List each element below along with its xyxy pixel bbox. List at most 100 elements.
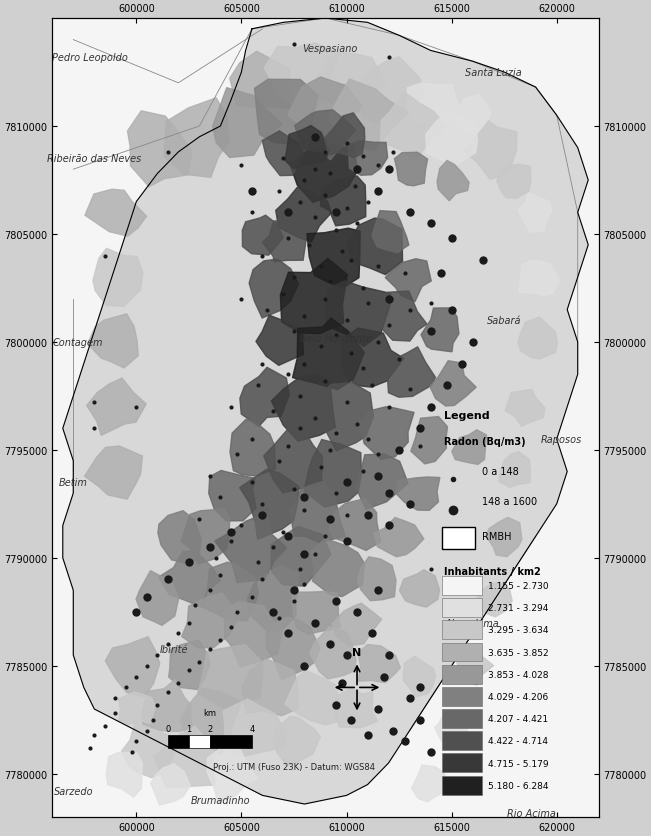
Polygon shape	[292, 319, 365, 390]
Polygon shape	[348, 141, 387, 176]
Polygon shape	[332, 604, 381, 646]
Polygon shape	[497, 165, 531, 199]
Polygon shape	[326, 282, 391, 347]
Polygon shape	[395, 153, 428, 186]
Polygon shape	[355, 454, 408, 510]
Text: Sabará: Sabará	[487, 316, 521, 326]
Text: 3.295 - 3.634: 3.295 - 3.634	[488, 625, 549, 635]
Polygon shape	[333, 688, 378, 728]
Polygon shape	[381, 93, 446, 162]
Polygon shape	[255, 80, 318, 145]
Bar	[442, 620, 482, 640]
Bar	[442, 687, 482, 706]
Polygon shape	[164, 99, 229, 178]
Text: 4.715 - 5.179: 4.715 - 5.179	[488, 758, 549, 767]
Polygon shape	[307, 229, 360, 288]
Polygon shape	[223, 699, 286, 757]
Polygon shape	[248, 566, 299, 632]
Polygon shape	[93, 249, 143, 307]
Polygon shape	[387, 347, 436, 398]
Text: Ibirité: Ibirité	[160, 644, 188, 654]
Text: RMBH: RMBH	[482, 532, 511, 542]
Polygon shape	[159, 550, 220, 607]
Bar	[210, 735, 252, 748]
Polygon shape	[372, 212, 409, 253]
Polygon shape	[150, 764, 190, 805]
Bar	[442, 732, 482, 750]
Polygon shape	[295, 110, 355, 161]
Polygon shape	[285, 670, 339, 725]
Polygon shape	[136, 571, 179, 625]
Polygon shape	[207, 742, 258, 803]
Text: 3.853 - 4.028: 3.853 - 4.028	[488, 670, 549, 679]
Text: 3.635 - 3.852: 3.635 - 3.852	[488, 648, 549, 657]
Polygon shape	[122, 722, 174, 777]
Text: 1.155 - 2.730: 1.155 - 2.730	[488, 581, 549, 590]
Text: 148 a 1600: 148 a 1600	[482, 497, 537, 507]
Polygon shape	[154, 726, 215, 788]
Polygon shape	[273, 716, 320, 766]
Text: 2.731 - 3.294: 2.731 - 3.294	[488, 604, 549, 613]
Polygon shape	[358, 645, 400, 683]
Polygon shape	[320, 176, 366, 227]
Polygon shape	[411, 417, 447, 464]
Polygon shape	[264, 44, 339, 109]
Polygon shape	[374, 518, 424, 557]
Bar	[442, 576, 482, 595]
Bar	[168, 735, 189, 748]
Text: Betim: Betim	[59, 477, 88, 487]
Polygon shape	[518, 194, 551, 232]
Polygon shape	[316, 54, 385, 114]
Polygon shape	[329, 499, 381, 551]
Polygon shape	[311, 539, 365, 597]
Bar	[442, 599, 482, 617]
Polygon shape	[230, 52, 290, 109]
Polygon shape	[128, 112, 192, 187]
Text: Vespasiano: Vespasiano	[302, 44, 357, 54]
Text: Sarzedo: Sarzedo	[53, 786, 93, 796]
Polygon shape	[225, 602, 282, 667]
Polygon shape	[242, 659, 298, 716]
Polygon shape	[385, 259, 431, 303]
Polygon shape	[85, 446, 143, 499]
Polygon shape	[347, 219, 402, 275]
Polygon shape	[85, 190, 146, 237]
Text: 2: 2	[207, 724, 212, 732]
Text: 0: 0	[165, 724, 171, 732]
Text: Contagem: Contagem	[52, 338, 103, 348]
Polygon shape	[242, 216, 283, 256]
Text: km: km	[203, 709, 216, 717]
Polygon shape	[323, 383, 373, 451]
Polygon shape	[169, 640, 210, 690]
Text: Legend: Legend	[444, 410, 490, 421]
Text: 1: 1	[186, 724, 191, 732]
Polygon shape	[411, 765, 449, 802]
Text: Brumadinho: Brumadinho	[191, 795, 250, 805]
Bar	[442, 776, 482, 794]
Bar	[189, 735, 210, 748]
Polygon shape	[505, 390, 545, 427]
Polygon shape	[450, 95, 491, 138]
Polygon shape	[276, 188, 331, 242]
Polygon shape	[118, 692, 156, 725]
Polygon shape	[262, 131, 304, 176]
Text: Radon (Bq/m3): Radon (Bq/m3)	[444, 436, 526, 446]
Polygon shape	[408, 84, 459, 127]
Polygon shape	[400, 570, 439, 608]
Polygon shape	[209, 471, 256, 522]
Polygon shape	[327, 80, 408, 151]
Polygon shape	[266, 618, 320, 680]
Polygon shape	[52, 19, 599, 817]
Polygon shape	[262, 222, 306, 263]
Polygon shape	[396, 477, 440, 511]
Polygon shape	[455, 650, 493, 686]
Polygon shape	[264, 430, 322, 493]
Bar	[442, 665, 482, 684]
Polygon shape	[105, 637, 159, 697]
Polygon shape	[372, 292, 427, 342]
Polygon shape	[230, 420, 275, 477]
Polygon shape	[292, 592, 340, 635]
Polygon shape	[240, 470, 299, 539]
Polygon shape	[486, 517, 522, 557]
Polygon shape	[359, 407, 414, 460]
